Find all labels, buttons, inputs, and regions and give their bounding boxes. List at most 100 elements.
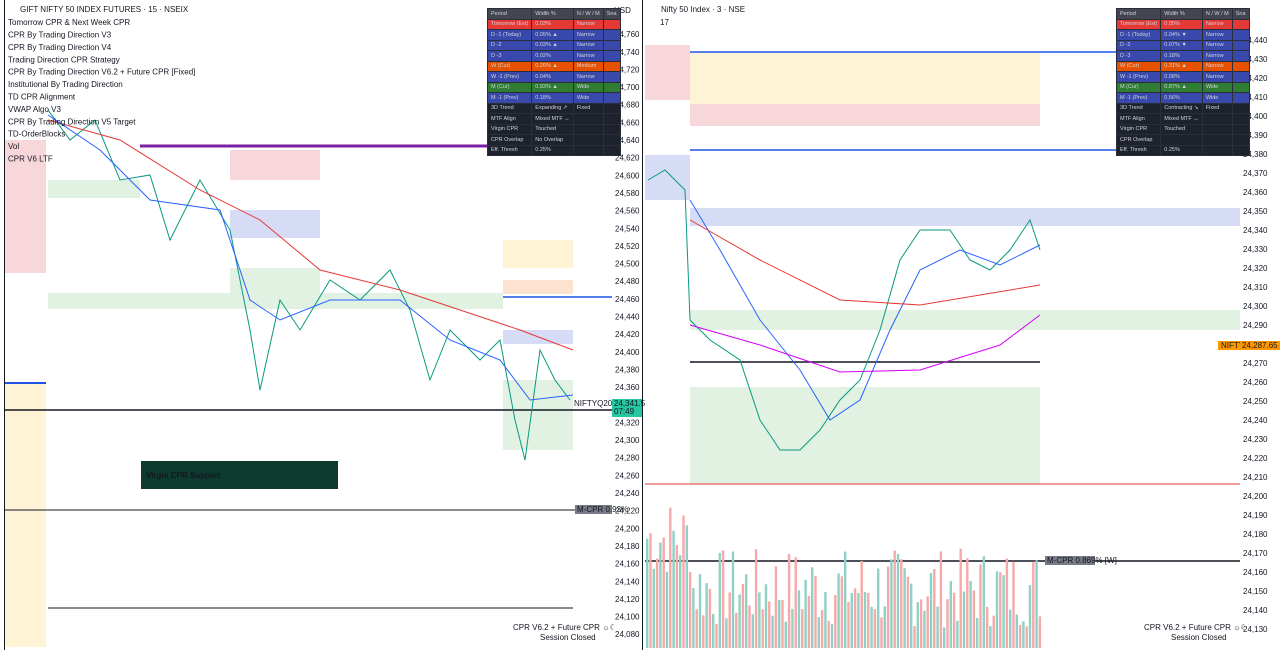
price-label: 24,260	[615, 471, 640, 480]
table-cell	[1231, 71, 1250, 83]
chart-title: Nifty 50 Index · 3 · NSE	[661, 5, 745, 14]
volume-bar	[712, 613, 715, 648]
price-label: 24,250	[1243, 397, 1268, 406]
price-label: 24,160	[1243, 568, 1268, 577]
table-cell	[1201, 134, 1233, 146]
volume-bar	[906, 576, 910, 648]
table-row: Eff. Thresh 0.25%	[1115, 144, 1250, 156]
volume-bar	[715, 623, 718, 648]
volume-bars	[646, 507, 1042, 648]
table-cell: 3D Trend	[486, 102, 533, 114]
price-label: 24,270	[1243, 359, 1268, 368]
volume-bar	[745, 574, 748, 648]
price-label: 24,740	[615, 48, 640, 57]
volume-bar	[758, 592, 761, 648]
table-cell: 0.03% ▲	[531, 39, 574, 51]
volume-bar	[814, 575, 817, 648]
price-label: 24,620	[615, 154, 640, 163]
volume-bar	[926, 596, 929, 648]
volume-bar	[738, 594, 741, 648]
zone	[48, 293, 503, 309]
table-cell	[602, 113, 621, 125]
volume-bar	[721, 550, 725, 648]
volume-bar	[827, 620, 830, 648]
price-tag	[1240, 341, 1280, 350]
volume-bar	[705, 583, 708, 648]
indicator-name: Tomorrow CPR & Next Week CPR	[8, 18, 130, 27]
table-row: MTF Align Mixed MTF ↔	[1115, 113, 1250, 125]
volume-bar	[811, 567, 814, 648]
volume-bar	[830, 624, 834, 648]
volume-bar	[933, 569, 936, 648]
table-cell: Narrow	[1201, 18, 1233, 30]
last-price: 24,341.5	[614, 399, 646, 408]
volume-bar	[702, 615, 705, 648]
price-label: 24,260	[1243, 378, 1268, 387]
table-cell: N / W / M	[1201, 8, 1233, 20]
volume-bar	[646, 538, 649, 648]
volume-bar	[959, 548, 962, 648]
table-cell: Narrow	[572, 29, 604, 41]
volume-bar	[748, 605, 751, 648]
volume-bar	[781, 599, 784, 648]
table-cell	[602, 102, 621, 114]
table-row: Virgin CPR Touched	[1115, 123, 1250, 135]
price-label: 24,600	[615, 171, 640, 180]
price-label: 24,520	[615, 242, 640, 251]
volume-bar	[768, 601, 771, 648]
volume-bar	[883, 606, 886, 648]
table-cell	[1231, 134, 1250, 146]
volume-bar	[919, 599, 923, 648]
table-cell: Width %	[1160, 8, 1203, 20]
price-label: 24,340	[1243, 226, 1268, 235]
m-cpr-tag	[575, 505, 612, 514]
volume-bar	[976, 617, 979, 648]
table-cell: M (Cur)	[1115, 81, 1162, 93]
table-row: M -1 (Prev) 0.18% Wide	[486, 92, 621, 104]
volume-bar	[834, 595, 837, 648]
table-cell: D -3	[1115, 50, 1162, 62]
table-cell: 0.25%	[1160, 144, 1203, 156]
table-row: W -1 (Prev) 0.08% Narrow	[1115, 71, 1250, 83]
price-label: 24,380	[615, 365, 640, 374]
volume-bar	[1002, 575, 1005, 648]
volume-bar	[847, 602, 850, 648]
table-cell	[602, 123, 621, 135]
volume-bar	[784, 621, 787, 648]
price-label: 24,480	[615, 277, 640, 286]
volume-bar	[741, 583, 745, 648]
last-price: 24,287.65	[1242, 341, 1278, 350]
table-cell: Expanding ↗	[531, 102, 574, 114]
indicator-name: CPR By Trading Direction V5 Target	[8, 117, 136, 126]
volume-bar	[751, 614, 754, 648]
zone	[690, 310, 1240, 330]
m-cpr-label: M-CPR 0.93%	[577, 505, 628, 514]
price-label: 24,290	[1243, 321, 1268, 330]
volume-bar	[682, 515, 685, 648]
table-cell: CPR Overlap	[486, 134, 533, 146]
table-row: M (Cur) 0.87% ▲ Wide	[1115, 81, 1250, 93]
table-cell: 0.03%	[531, 18, 574, 30]
table-cell: M -1 (Prev)	[486, 92, 533, 104]
table-cell	[1201, 144, 1233, 156]
table-cell: D -2	[1115, 39, 1162, 51]
currency: USD	[614, 6, 631, 15]
table-row: CPR Overlap No Overlap	[486, 134, 621, 146]
price-label: 24,380	[1243, 150, 1268, 159]
m-cpr-label: M-CPR 0.869% [W]	[1047, 556, 1117, 565]
volume-bar	[1018, 625, 1022, 648]
table-row: M (Cur) 0.93% ▲ Wide	[486, 81, 621, 93]
table-cell: 0.56%	[1160, 92, 1203, 104]
table-cell: 0.93% ▲	[531, 81, 574, 93]
indicator-name: CPR By Trading Direction V3	[8, 31, 112, 40]
volume-bar	[1025, 626, 1028, 648]
volume-bar	[910, 583, 913, 648]
table-cell	[1231, 29, 1250, 41]
indicator-name: Vol	[8, 142, 19, 151]
volume-bar	[860, 560, 863, 648]
price-tag	[612, 399, 642, 417]
table-cell: 0.05%	[1160, 18, 1203, 30]
volume-bar	[688, 571, 692, 648]
price-path	[47, 109, 571, 461]
